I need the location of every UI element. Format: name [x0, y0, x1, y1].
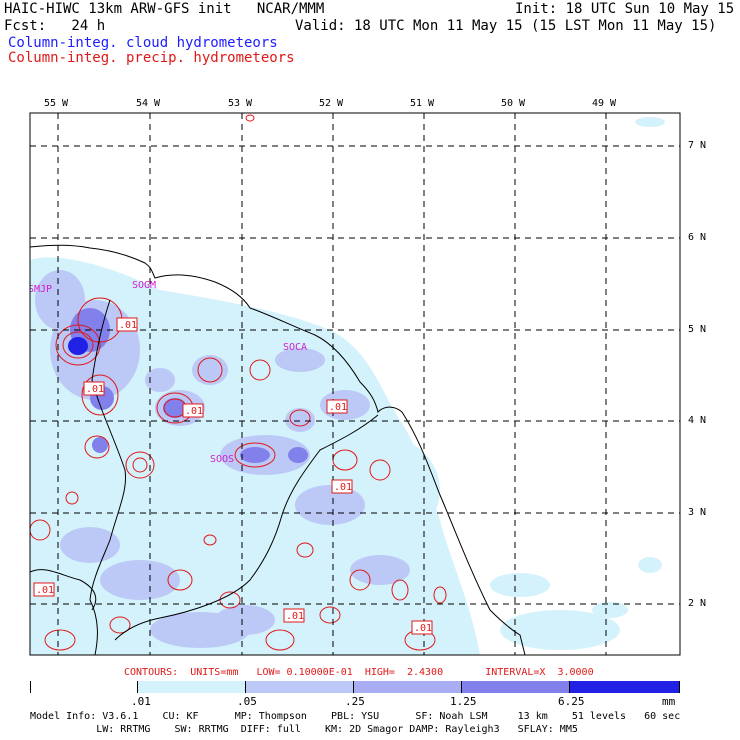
lon-label-55w: 55 W	[44, 98, 69, 109]
colorbar-seg-5	[570, 681, 680, 693]
contour-info: CONTOURS: UNITS=mm LOW= 0.10000E-01 HIGH…	[124, 667, 594, 678]
station-smjp: SMJP	[28, 284, 52, 295]
valid-time: Valid: 18 UTC Mon 11 May 15 (15 LST Mon …	[295, 18, 717, 34]
colorbar-seg-0	[30, 681, 138, 693]
colorbar-units: mm	[662, 695, 676, 708]
header-title: HAIC-HIWC 13km ARW-GFS init NCAR/MMM	[4, 1, 325, 17]
shaded-field: SMJP SOGM SOCA SOOS .01 .01 .01 .01 .01 …	[28, 113, 680, 655]
svg-text:.01: .01	[286, 611, 304, 622]
station-sogm: SOGM	[132, 280, 156, 291]
colorbar-seg-4	[462, 681, 570, 693]
colorbar-tick-2: .25	[345, 695, 365, 708]
colorbar-tick-1: .05	[237, 695, 257, 708]
colorbar-tick-4: 6.25	[558, 695, 585, 708]
svg-text:.01: .01	[334, 482, 352, 493]
station-soca: SOCA	[283, 342, 307, 353]
colorbar-tick-3: 1.25	[450, 695, 477, 708]
svg-text:.01: .01	[36, 585, 54, 596]
colorbar-seg-2	[246, 681, 354, 693]
lat-label-7n: 7 N	[688, 140, 707, 151]
colorbar-tick-0: .01	[131, 695, 151, 708]
forecast-hour: Fcst: 24 h	[4, 18, 106, 34]
model-info-line2: LW: RRTMG SW: RRTMG DIFF: full KM: 2D Sm…	[30, 724, 578, 735]
field-label-cloud: Column-integ. cloud hydrometeors	[8, 35, 278, 51]
lat-label-2n: 2 N	[688, 598, 707, 609]
lon-label-49w: 49 W	[592, 98, 617, 109]
init-time: Init: 18 UTC Sun 10 May 15	[515, 1, 735, 17]
colorbar-seg-1	[138, 681, 246, 693]
model-info-line1: Model Info: V3.6.1 CU: KF MP: Thompson P…	[30, 711, 681, 722]
lon-label-52w: 52 W	[319, 98, 344, 109]
svg-text:.01: .01	[414, 623, 432, 634]
field-label-precip: Column-integ. precip. hydrometeors	[8, 50, 295, 66]
contour-labels: .01 .01 .01 .01 .01 .01 .01 .01	[33, 317, 433, 635]
svg-text:.01: .01	[329, 402, 347, 413]
svg-text:.01: .01	[86, 384, 104, 395]
lon-label-51w: 51 W	[410, 98, 435, 109]
lat-label-4n: 4 N	[688, 415, 707, 426]
station-soos: SOOS	[210, 454, 234, 465]
lon-label-54w: 54 W	[136, 98, 161, 109]
lat-label-3n: 3 N	[688, 507, 707, 518]
svg-text:.01: .01	[185, 406, 203, 417]
lat-label-5n: 5 N	[688, 324, 707, 335]
colorbar-seg-3	[354, 681, 462, 693]
svg-text:.01: .01	[119, 320, 137, 331]
lon-label-53w: 53 W	[228, 98, 253, 109]
lat-label-6n: 6 N	[688, 232, 707, 243]
lon-label-50w: 50 W	[501, 98, 526, 109]
